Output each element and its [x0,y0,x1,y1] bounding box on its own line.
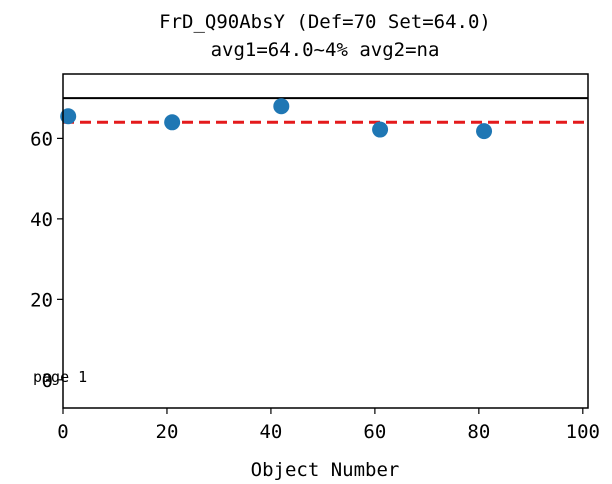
x-tick-label: 60 [363,421,386,443]
x-tick-label: 100 [566,421,600,443]
x-tick-label: 20 [156,421,179,443]
x-tick-label: 80 [467,421,490,443]
data-point [372,121,389,138]
x-axis-label: Object Number [251,459,400,481]
data-point [476,123,493,140]
data-point [164,114,181,131]
y-tick-label: 40 [30,209,53,231]
y-tick-label: 0 [42,370,53,392]
plot-frame [62,73,589,409]
chart-title: FrD_Q90AbsY (Def=70 Set=64.0) [159,11,491,33]
chart-subtitle: avg1=64.0~4% avg2=na [211,39,440,61]
y-tick-label: 60 [30,128,53,150]
annotation-label: page 1 [33,368,87,386]
data-point [273,98,290,115]
x-tick-label: 0 [57,421,68,443]
y-tick-label: 20 [30,289,53,311]
data-point [60,108,77,125]
x-tick-label: 40 [259,421,282,443]
